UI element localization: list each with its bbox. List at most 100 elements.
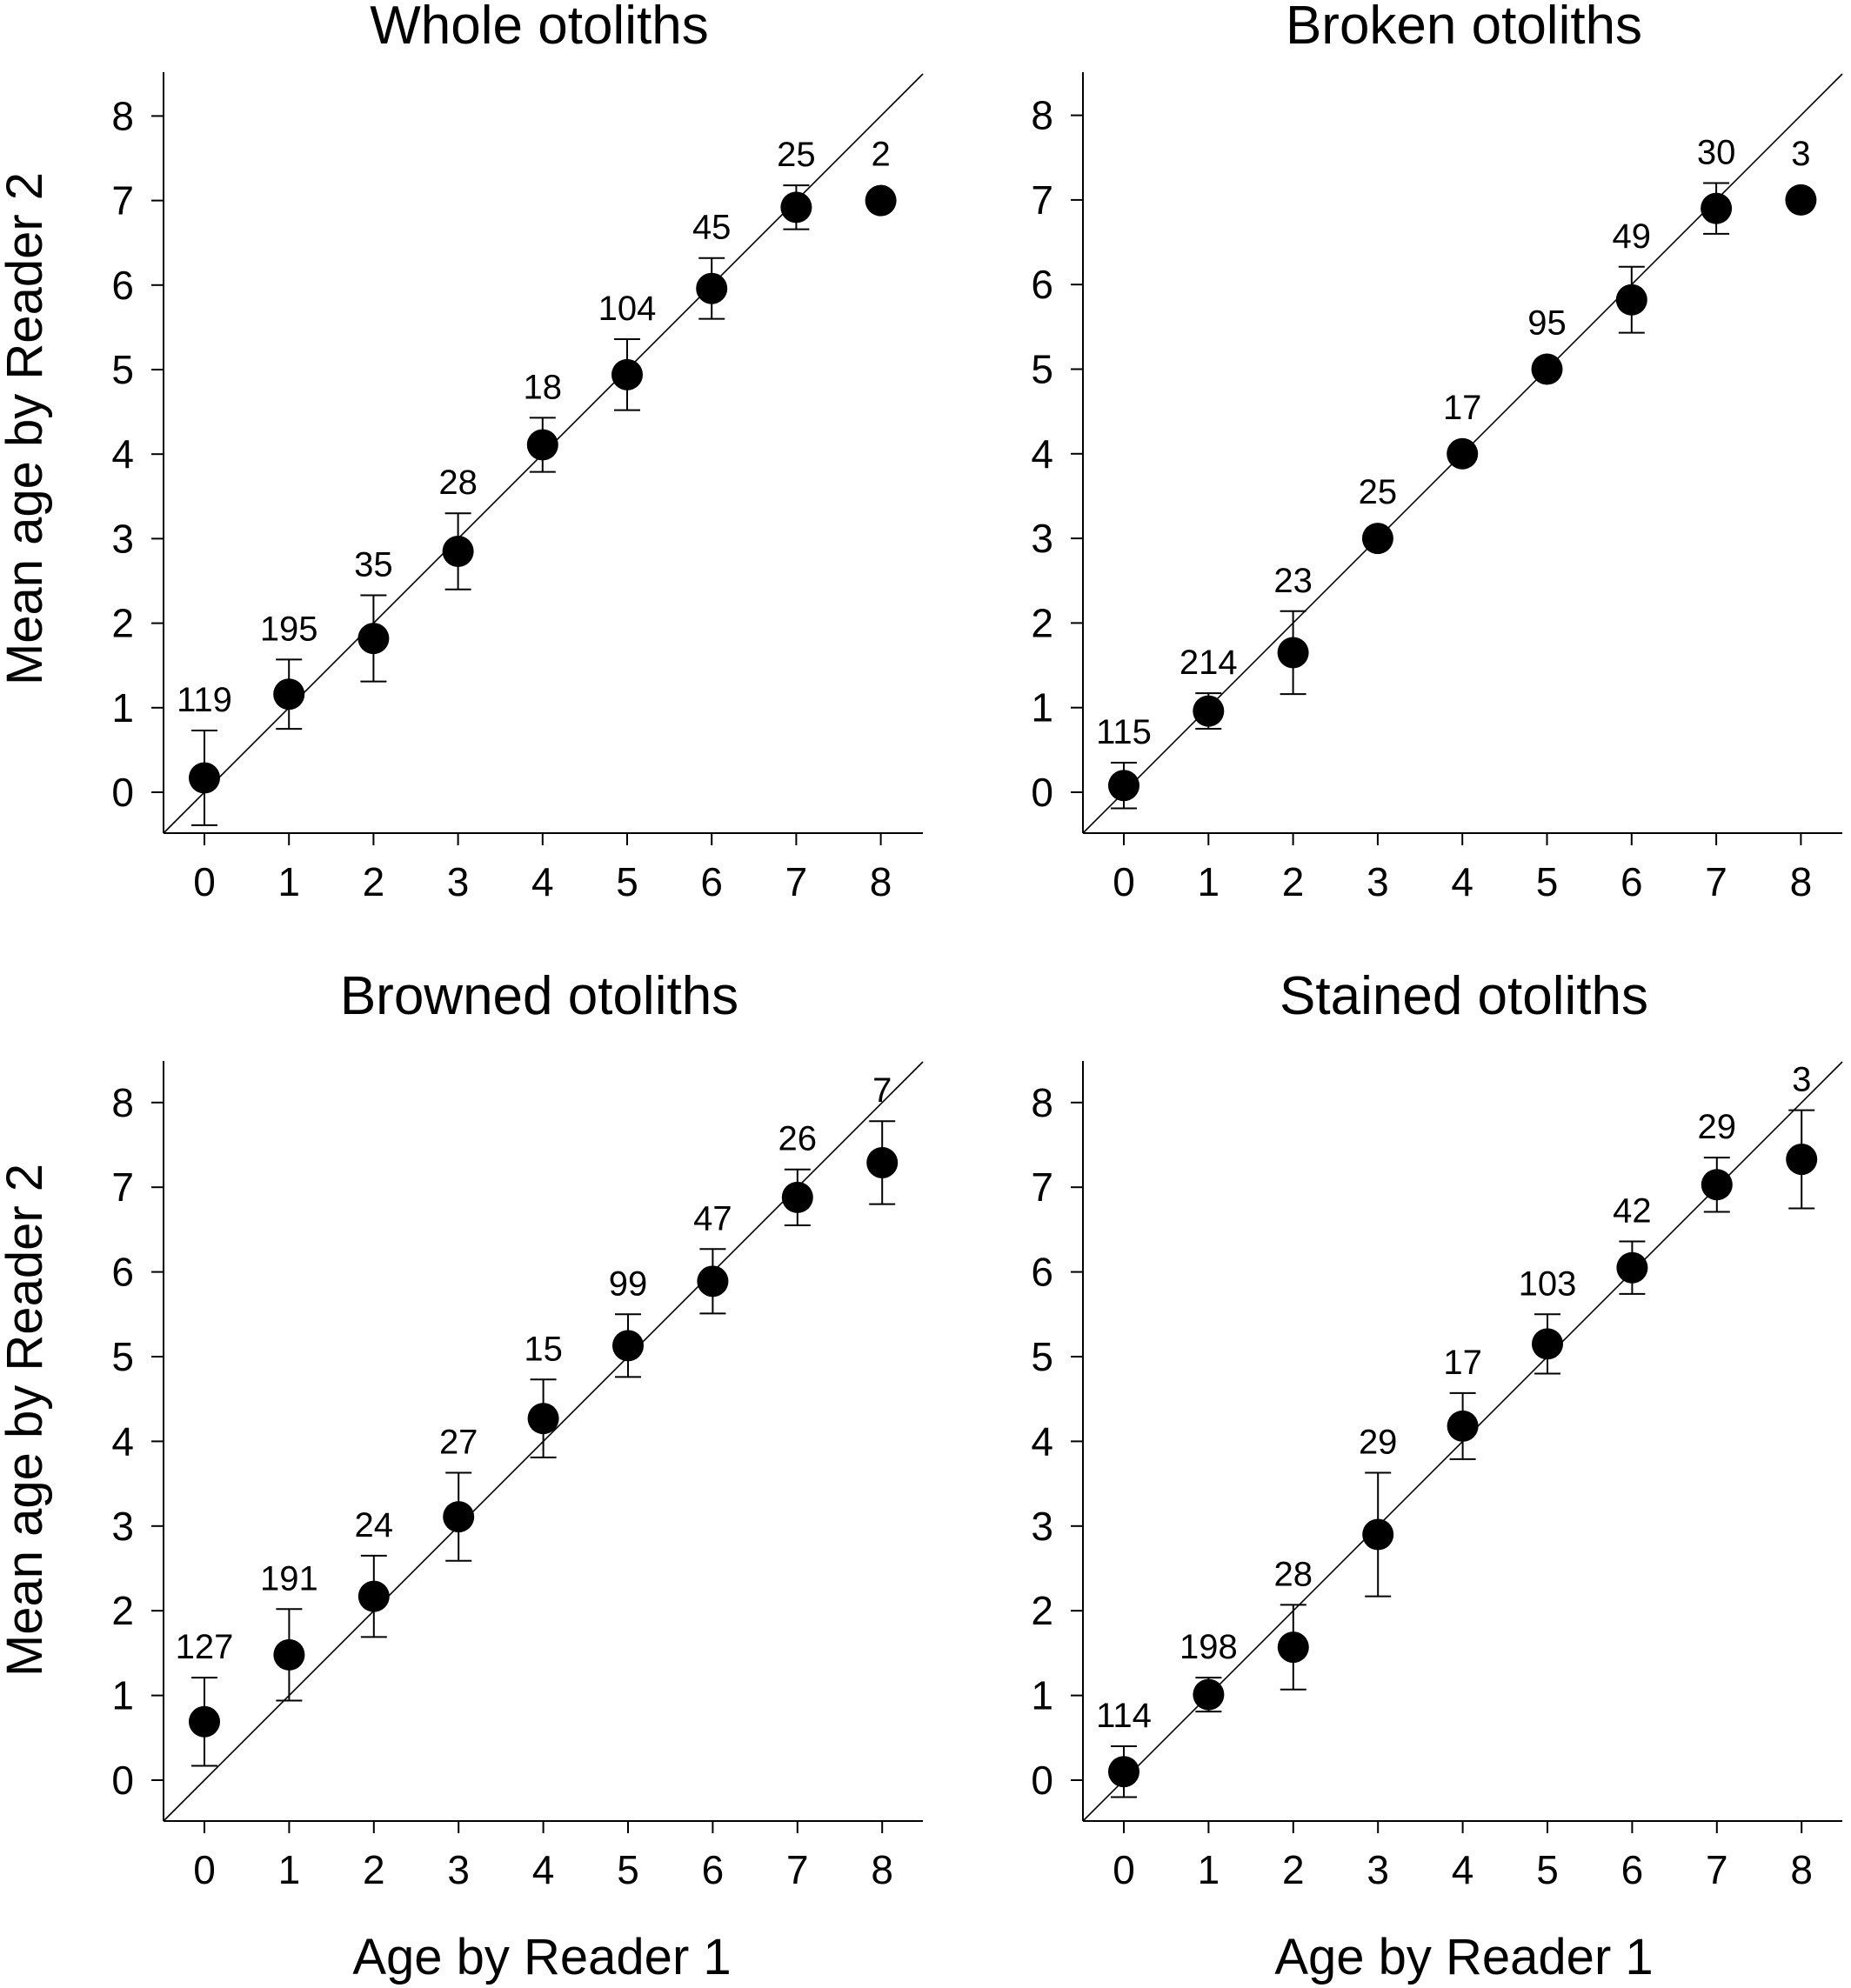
y-tick-label: 2 [1031,1588,1053,1633]
n-label: 18 [524,368,563,406]
y-tick-label: 7 [111,178,134,223]
x-tick-label: 0 [193,1847,216,1892]
x-tick-label: 5 [617,1847,639,1892]
n-label: 42 [1613,1192,1652,1231]
n-label: 26 [778,1120,818,1158]
n-label: 49 [1613,217,1652,256]
data-point [1447,437,1479,470]
y-tick-label: 2 [111,1588,134,1633]
x-tick-label: 6 [700,859,723,904]
n-label: 15 [524,1330,563,1368]
data-point [612,1330,644,1362]
xlabel-right: Age by Reader 1 [1274,1929,1653,1985]
n-label: 115 [1096,713,1152,751]
n-label: 25 [777,136,816,174]
n-label: 24 [355,1506,394,1544]
x-tick-label: 3 [447,859,470,904]
n-label: 195 [260,610,318,648]
data-point [442,535,474,567]
data-point [696,272,728,304]
y-tick-label: 6 [1031,1250,1053,1295]
x-tick-label: 6 [702,1847,725,1892]
panel-browned-otoliths: Browned otoliths 0 1 2 3 4 5 6 7 8 0 1 2 3 4 5 6 7 8 127 191… [111,966,924,1892]
y-tick-label: 8 [111,1080,134,1125]
x-tick-label: 1 [1198,859,1220,904]
y-tick-label: 1 [1031,685,1053,730]
data-point [1108,770,1139,802]
data-point [189,762,220,794]
data-point [527,1403,559,1435]
panel-title: Whole otoliths [370,0,708,56]
n-label: 47 [693,1199,732,1237]
x-tick-label: 5 [1536,859,1559,904]
y-tick-label: 0 [111,770,134,815]
data-point [1615,284,1647,316]
x-tick-label: 4 [1452,1847,1474,1892]
data-point [1701,192,1733,224]
data-point [865,184,897,217]
x-tick-label: 0 [1113,859,1135,904]
data-point [781,1181,813,1213]
x-tick-label: 2 [1282,1847,1305,1892]
x-tick-label: 4 [531,859,554,904]
data-point [1531,353,1563,385]
data-point [1193,1678,1225,1711]
y-tick-label: 8 [111,93,134,138]
ylabel-top: Mean age by Reader 2 [0,172,53,685]
n-label: 214 [1179,644,1238,682]
y-tick-label: 1 [111,1673,134,1718]
y-tick-label: 3 [1031,1504,1053,1549]
data-point [189,1705,220,1738]
y-tick-label: 8 [1031,93,1053,138]
y-tick-label: 2 [111,601,134,646]
x-tick-label: 1 [278,1847,301,1892]
x-tick-label: 3 [1367,1847,1389,1892]
data-point [1277,1631,1309,1664]
x-tick-label: 2 [1282,859,1305,904]
n-label: 17 [1443,389,1482,427]
x-tick-label: 3 [1367,859,1389,904]
y-tick-label: 5 [1031,347,1053,392]
data-point [1362,1518,1394,1551]
y-tick-label: 5 [111,1334,134,1379]
x-tick-label: 1 [1198,1847,1220,1892]
ylabel-bottom: Mean age by Reader 2 [0,1164,53,1677]
x-tick-label: 4 [1451,859,1473,904]
y-tick-label: 2 [1031,600,1053,645]
panel-title: Stained otoliths [1280,966,1648,1026]
y-tick-label: 7 [1031,177,1053,223]
panel-title: Browned otoliths [340,966,738,1026]
y-tick-label: 3 [111,1504,134,1549]
data-point [358,1580,390,1612]
y-tick-label: 0 [111,1758,134,1803]
y-tick-label: 6 [111,1250,134,1295]
y-tick-label: 3 [1031,516,1053,561]
n-label: 27 [439,1423,478,1461]
y-tick-label: 5 [111,347,134,392]
n-label: 28 [1274,1555,1313,1593]
data-point [1532,1328,1563,1360]
n-label: 17 [1443,1344,1482,1382]
panel-title: Broken otoliths [1286,0,1642,56]
x-tick-label: 6 [1621,1847,1644,1892]
n-label: 2 [871,136,890,174]
data-point [273,1638,305,1671]
y-tick-label: 1 [111,685,134,730]
y-tick-label: 0 [1031,1758,1053,1803]
x-tick-label: 4 [532,1847,555,1892]
n-label: 23 [1273,562,1313,600]
x-tick-label: 5 [1536,1847,1559,1892]
n-label: 191 [260,1559,318,1598]
n-label: 114 [1096,1697,1152,1735]
data-point [1447,1410,1479,1442]
x-tick-label: 2 [363,859,385,904]
y-tick-label: 3 [111,516,134,561]
n-label: 95 [1527,304,1567,343]
x-tick-label: 7 [786,1847,809,1892]
data-point [611,358,643,390]
x-tick-label: 7 [1706,1847,1728,1892]
data-point [1616,1251,1648,1284]
x-tick-label: 0 [193,859,216,904]
